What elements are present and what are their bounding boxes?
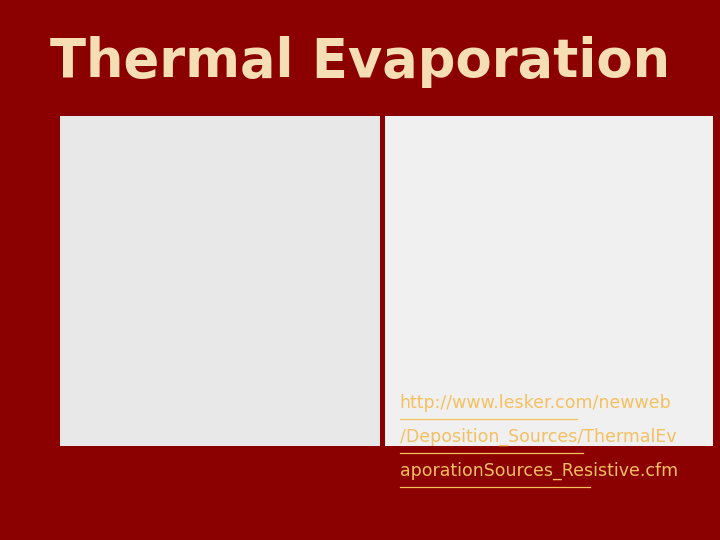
Text: /Deposition_Sources/ThermalEv: /Deposition_Sources/ThermalEv (400, 428, 676, 446)
Bar (385, 116, 713, 446)
Bar (60, 116, 380, 446)
Text: aporationSources_Resistive.cfm: aporationSources_Resistive.cfm (400, 462, 678, 480)
Text: http://www.lesker.com/newweb: http://www.lesker.com/newweb (400, 394, 671, 411)
Text: Thermal Evaporation: Thermal Evaporation (50, 36, 670, 88)
